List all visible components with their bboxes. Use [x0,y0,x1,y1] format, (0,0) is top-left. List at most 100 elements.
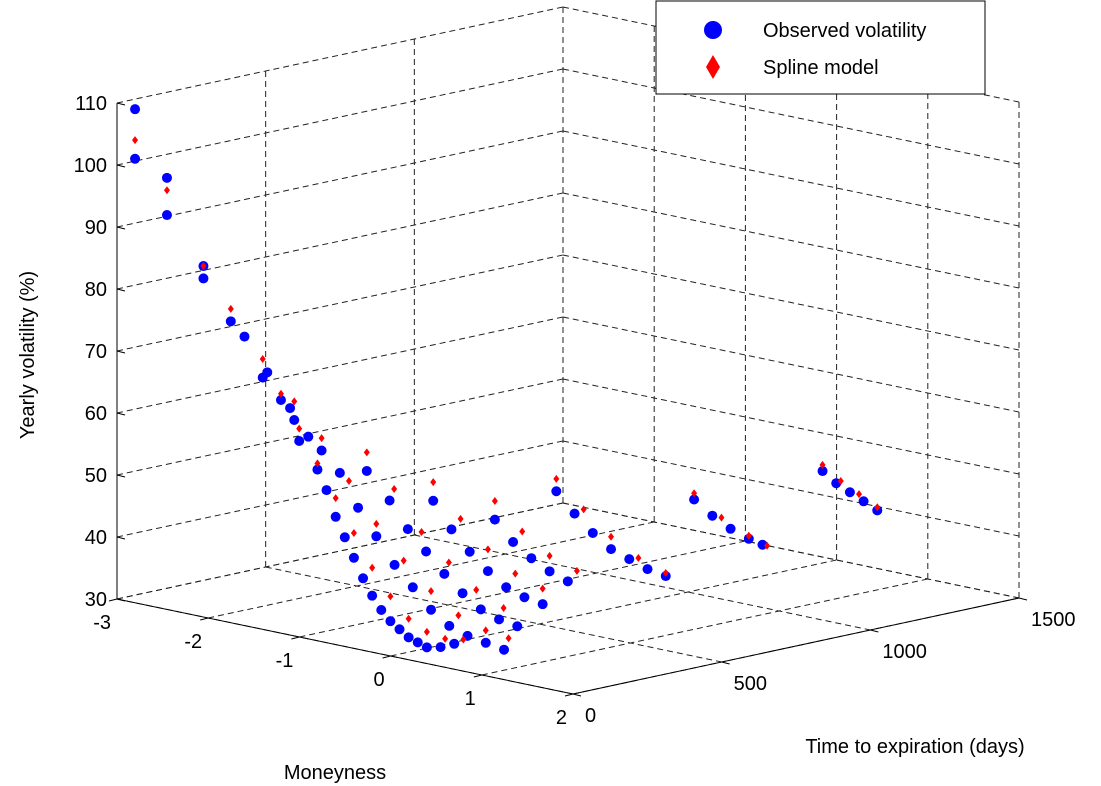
observed-volatility-point [489,514,500,525]
spline-model-point [391,485,398,494]
y-tick-mark [572,693,582,697]
z-tick-label: 110 [75,93,107,115]
observed-volatility-point [439,568,450,579]
observed-volatility-point [537,599,548,610]
observed-volatility-point [707,510,718,521]
observed-volatility-point [361,465,372,476]
spline-model-point [373,519,380,528]
x-tick-label: 0 [373,669,384,691]
backwall-gridline-z [116,192,564,290]
observed-volatility-point [562,576,573,587]
observed-volatility-point [339,532,350,543]
observed-volatility-point [642,564,653,575]
spline-model-point [345,476,352,485]
legend-marker-spline [706,55,720,79]
observed-volatility-point [262,367,273,378]
x-tick-label: 2 [556,707,567,729]
spline-model-point [387,592,394,601]
x-tick-mark [291,636,300,640]
z-tick-label: 50 [85,465,107,487]
y-axis-label: Time to expiration (days) [805,736,1024,758]
z-tick-mark [116,350,126,354]
spline-model-point [473,585,480,594]
observed-volatility-point [526,553,537,564]
sidewall-gridline-z [562,440,1020,537]
observed-volatility-point [130,104,141,115]
spline-model-point [296,424,303,433]
spline-model-point [764,541,771,550]
spline-model-point [259,354,266,363]
observed-volatility-point [757,539,768,550]
observed-volatility-point [435,642,446,653]
spline-model-point [400,556,407,565]
observed-volatility-point [285,403,296,414]
observed-volatility-point [316,445,327,456]
spline-model-point [745,531,752,540]
z-tick-label: 70 [85,341,107,363]
spline-model-point [482,626,489,635]
sidewall-gridline-z [562,254,1020,351]
observed-volatility-point [428,495,439,506]
z-tick-mark [116,412,126,416]
legend-box [655,0,986,95]
y-tick-label: 0 [585,705,596,727]
spline-model-point [553,474,560,483]
y-tick-mark [1018,597,1028,601]
observed-volatility-point [817,466,828,477]
spline-model-point [580,505,587,514]
spline-model-point [132,136,139,145]
observed-volatility-point [367,590,378,601]
observed-volatility-point [725,523,736,534]
x-tick-label: 1 [465,688,476,710]
spline-model-point [460,635,467,644]
observed-volatility-point [457,588,468,599]
z-tick-mark [116,102,126,106]
z-tick-label: 40 [85,527,107,549]
observed-volatility-point [606,544,617,555]
observed-volatility-point [198,273,209,284]
backwall-gridline-z [116,316,564,414]
spline-model-point [491,497,498,506]
sidewall-gridline-z [562,68,1020,165]
spline-model-point [718,513,725,522]
y-axis-line [572,597,1020,695]
spline-model-point [363,448,370,457]
observed-volatility-point [475,604,486,615]
sidewall-gridline-z [562,130,1020,227]
observed-volatility-point [312,464,323,475]
x-tick-mark [473,674,482,678]
spline-model-point [442,634,449,643]
x-tick-label: -3 [93,612,111,634]
backwall-gridline-z [116,6,564,104]
x-tick-label: -1 [276,650,294,672]
grid-layer [116,6,1020,695]
spline-model-point [573,566,580,575]
spline-model-point [608,532,615,541]
z-tick-mark [116,474,126,478]
spline-model-point [277,389,284,398]
spline-model-point [428,587,435,596]
observed-volatility-point [519,592,530,603]
observed-volatility-point [426,604,437,615]
sidewall-gridline-z [562,316,1020,413]
z-tick-mark [116,536,126,540]
observed-volatility-point [412,637,423,648]
observed-volatility-point [385,616,396,627]
spline-model-point [856,490,863,499]
observed-volatility-point [394,624,405,635]
z-tick-label: 100 [74,155,107,177]
observed-volatility-point [239,331,250,342]
observed-volatility-point [494,614,505,625]
observed-volatility-point [501,582,512,593]
spline-model-point [874,503,881,512]
observed-volatility-point [482,566,493,577]
x-tick-mark [108,598,118,602]
axis-layer [108,102,1028,697]
legend-label-spline: Spline model [763,57,879,79]
observed-volatility-point [330,511,341,522]
floor-gridline-x [208,521,655,619]
y-tick-label: 1500 [1031,609,1076,631]
y-tick-mark [721,661,730,665]
y-tick-label: 1000 [882,641,927,663]
observed-volatility-point [624,554,635,565]
